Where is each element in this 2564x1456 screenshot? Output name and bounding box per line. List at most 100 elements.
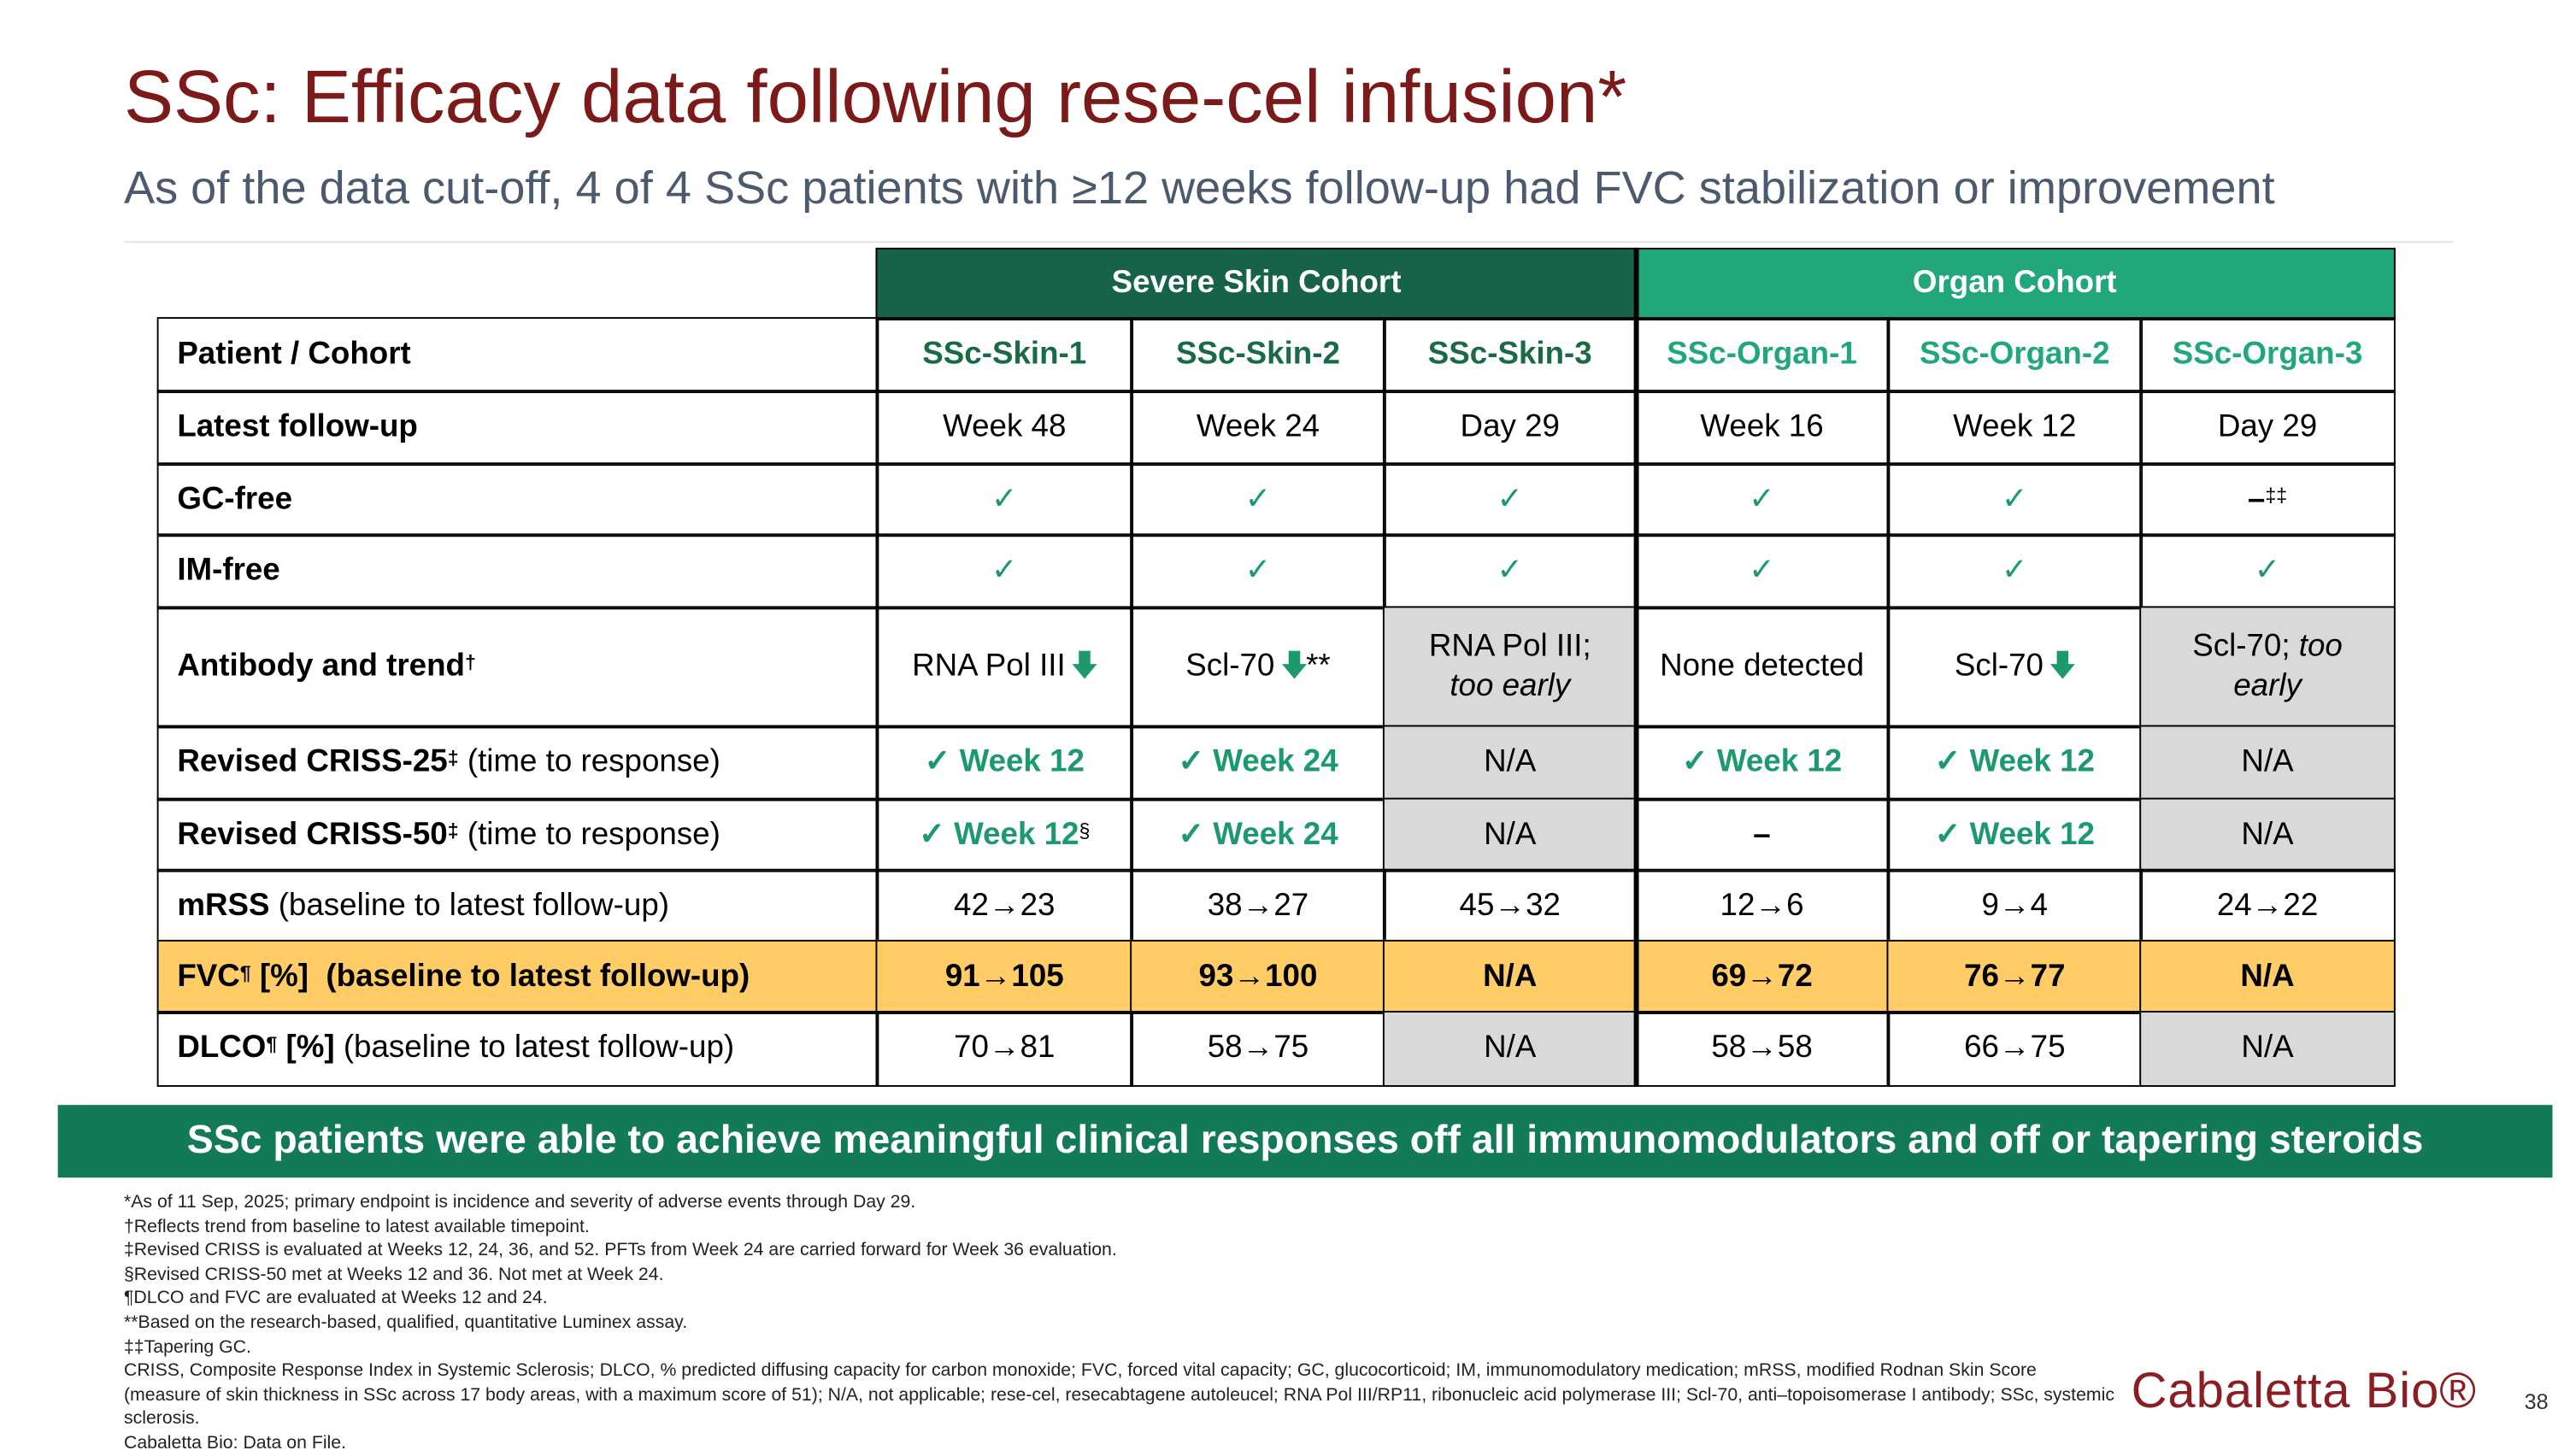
table-cell: 76→77 bbox=[1886, 940, 2143, 1014]
table-cell: Week 48 bbox=[875, 390, 1133, 466]
cell-text: GC-free bbox=[177, 481, 293, 517]
row-label: Latest follow-up bbox=[157, 390, 879, 466]
cell-line: early bbox=[2233, 667, 2302, 707]
cell-line: N/A bbox=[2240, 957, 2294, 996]
cell-text: (time to response) bbox=[458, 744, 720, 780]
cell-text: SSc-Organ-2 bbox=[1920, 337, 2110, 372]
cell-text: N/A bbox=[2241, 816, 2294, 852]
table-cell: N/A bbox=[1383, 940, 1638, 1014]
cell-line: Week 12 bbox=[1953, 408, 2076, 447]
table-cell: Scl-70; too early bbox=[2139, 606, 2396, 728]
cell-text: Scl-70 bbox=[1185, 649, 1275, 684]
cell-text: [%] (baseline to latest follow-up) bbox=[250, 959, 750, 994]
cell-line: ✓ bbox=[1749, 480, 1775, 520]
cell-text: ✓ bbox=[1497, 481, 1524, 517]
cell-line: Scl-70 ** bbox=[1185, 648, 1330, 687]
table-cell: RNA Pol III bbox=[875, 606, 1133, 728]
cohort-divider bbox=[1632, 247, 1638, 1087]
cell-text: Latest follow-up bbox=[177, 409, 418, 444]
table-cell: ✓ bbox=[1383, 533, 1638, 609]
cell-line: Scl-70 bbox=[1955, 648, 2075, 687]
table-cell: SSc-Organ-3 bbox=[2139, 317, 2396, 393]
table-cell: 45→32 bbox=[1383, 869, 1638, 943]
table-cell: 58→58 bbox=[1634, 1011, 1890, 1087]
cell-text: Week 24 bbox=[1196, 409, 1320, 444]
cohort-header: Organ Cohort bbox=[1634, 248, 2396, 320]
cell-text: Scl-70; bbox=[2192, 629, 2299, 665]
table-cell: 70→81 bbox=[875, 1011, 1133, 1087]
label-line: Latest follow-up bbox=[177, 408, 418, 447]
cell-line: ✓ Week 12 bbox=[1935, 743, 2095, 783]
cell-text: Patient / Cohort bbox=[177, 337, 411, 372]
row-label: Revised CRISS-25‡ (time to response) bbox=[157, 725, 879, 801]
cell-line: Day 29 bbox=[2218, 408, 2317, 447]
cell-line: – bbox=[1753, 815, 1770, 854]
footnote: ¶DLCO and FVC are evaluated at Weeks 12 … bbox=[123, 1289, 548, 1309]
label-line: GC-free bbox=[177, 480, 292, 520]
cell-line: 91→105 bbox=[945, 957, 1064, 996]
cell-text: 45→32 bbox=[1459, 887, 1561, 923]
subtitle: As of the data cut-off, 4 of 4 SSc patie… bbox=[123, 161, 2275, 214]
cell-line: too early bbox=[1450, 667, 1570, 707]
cell-text: N/A bbox=[2241, 744, 2294, 780]
table-cell: ✓ bbox=[875, 462, 1133, 537]
superscript: ¶ bbox=[266, 1032, 278, 1056]
cell-text: ✓ bbox=[1749, 481, 1775, 517]
label-line: FVC¶ [%] (baseline to latest follow-up) bbox=[177, 957, 750, 996]
cell-text: Week 48 bbox=[943, 409, 1067, 444]
table-cell: ✓ Week 12§ bbox=[875, 798, 1133, 872]
cell-text: SSc-Organ-3 bbox=[2172, 337, 2363, 372]
row-label: Revised CRISS-50‡ (time to response) bbox=[157, 798, 879, 872]
superscript: † bbox=[464, 650, 476, 674]
row-label: DLCO¶ [%] (baseline to latest follow-up) bbox=[157, 1011, 879, 1087]
label-line: mRSS (baseline to latest follow-up) bbox=[177, 886, 669, 925]
cell-line: ✓ bbox=[2255, 552, 2281, 591]
table-cell: Scl-70 bbox=[1886, 606, 2143, 728]
cell-line: RNA Pol III bbox=[912, 648, 1097, 687]
cell-line: ✓ bbox=[1497, 552, 1523, 591]
footnote: Cabaletta Bio: Data on File. bbox=[123, 1433, 347, 1453]
trend-arrow bbox=[1281, 648, 1307, 687]
cell-text: early bbox=[2233, 668, 2302, 704]
cell-text: SSc-Skin-2 bbox=[1176, 337, 1340, 372]
footnotes: *As of 11 Sep, 2025; primary endpoint is… bbox=[124, 1191, 2114, 1456]
cohort-header: Severe Skin Cohort bbox=[875, 248, 1638, 320]
table-cell: 58→75 bbox=[1130, 1011, 1386, 1087]
cell-text: Revised CRISS-50 bbox=[177, 816, 448, 852]
cell-line: ✓ bbox=[991, 480, 1018, 520]
table-cell: ✓ bbox=[1886, 462, 2143, 537]
table-cell: Scl-70 ** bbox=[1130, 606, 1386, 728]
cell-text: Antibody and trend bbox=[177, 649, 465, 684]
cell-line: Scl-70; too bbox=[2192, 628, 2343, 667]
cell-line: ✓ bbox=[1497, 480, 1523, 520]
table-cell: Day 29 bbox=[2139, 390, 2396, 466]
cell-text: ✓ bbox=[1244, 481, 1272, 517]
table-cell: SSc-Skin-3 bbox=[1383, 317, 1638, 393]
table-cell: ✓ bbox=[1130, 462, 1386, 537]
cell-text: Week 12 bbox=[1953, 409, 2077, 444]
footnote: ‡‡Tapering GC. bbox=[123, 1336, 251, 1358]
cell-text: N/A bbox=[2241, 1030, 2294, 1066]
cell-line: ✓ bbox=[991, 552, 1018, 591]
cell-line: ✓ Week 12 bbox=[925, 743, 1085, 783]
footnote: §Revised CRISS-50 met at Weeks 12 and 36… bbox=[123, 1265, 664, 1285]
cell-text: RNA Pol III bbox=[912, 649, 1066, 684]
cell-line: 12→6 bbox=[1720, 886, 1804, 925]
cell-line: 58→75 bbox=[1208, 1029, 1308, 1068]
cell-line: N/A bbox=[2241, 1029, 2293, 1068]
cell-line: Week 16 bbox=[1700, 408, 1823, 447]
cell-line: ✓ Week 24 bbox=[1178, 815, 1338, 854]
cell-line: Day 29 bbox=[1461, 408, 1560, 447]
table-cell: 38→27 bbox=[1130, 869, 1386, 943]
cell-text: IM-free bbox=[177, 553, 280, 589]
table-cell: SSc-Organ-1 bbox=[1634, 317, 1890, 393]
cell-line: 66→75 bbox=[1964, 1029, 2065, 1068]
cell-text: N/A bbox=[1484, 816, 1537, 852]
cell-line: 38→27 bbox=[1208, 886, 1308, 925]
label-line: Antibody and trend† bbox=[177, 648, 476, 687]
logo: Cabaletta Bio® bbox=[2131, 1364, 2478, 1419]
table-cell: ✓ bbox=[1634, 533, 1890, 609]
cell-text: Day 29 bbox=[2217, 409, 2318, 444]
